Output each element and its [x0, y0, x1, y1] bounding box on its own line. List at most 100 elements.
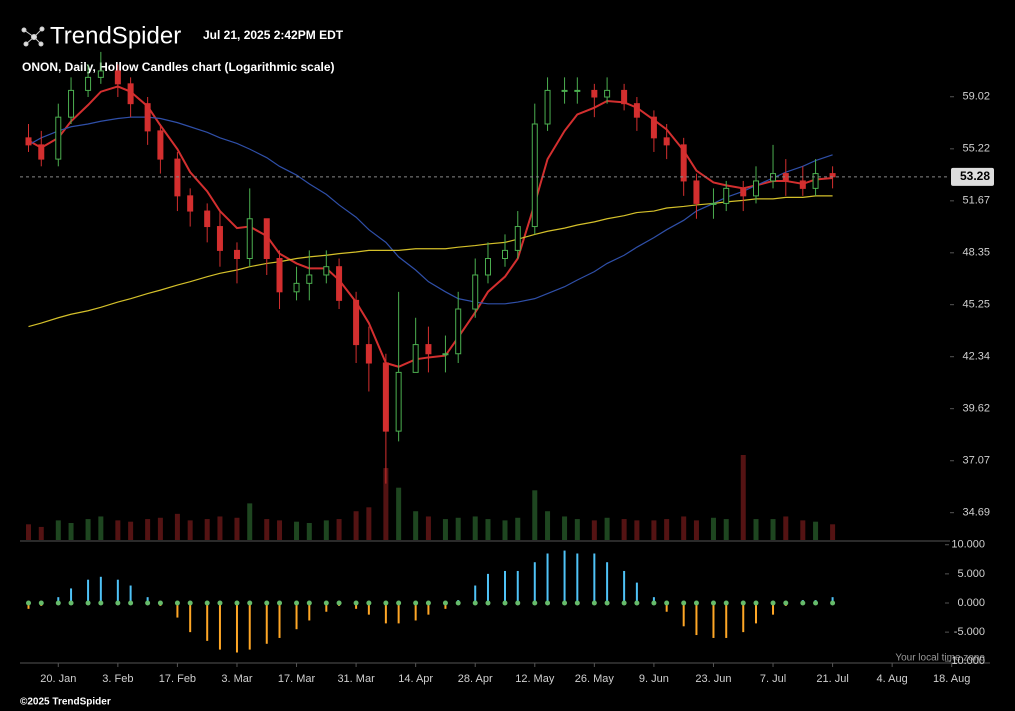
osc-dot — [413, 600, 419, 606]
volume-bar — [545, 511, 551, 540]
volume-bar — [472, 516, 478, 540]
volume-bar — [562, 516, 568, 540]
candle-body — [336, 266, 343, 301]
osc-tick-label: 5.000 — [957, 568, 985, 580]
volume-bar — [591, 520, 597, 540]
volume-bar — [115, 520, 121, 540]
candle-body — [574, 89, 581, 92]
volume-bar — [502, 520, 508, 540]
osc-dot — [145, 600, 151, 606]
candle-body — [157, 130, 164, 160]
osc-dot — [204, 600, 210, 606]
candle-body — [38, 144, 45, 160]
osc-dot — [353, 600, 359, 606]
osc-dot — [783, 600, 789, 606]
candle-body — [246, 218, 253, 260]
y-tick-label: 48.35 — [962, 247, 990, 259]
volume-bar — [442, 519, 448, 540]
osc-dot — [247, 600, 253, 606]
candle-body — [114, 70, 121, 85]
x-tick-label: 23. Jun — [695, 673, 731, 685]
osc-dot — [591, 600, 597, 606]
volume-bar — [264, 519, 270, 540]
volume-bar — [485, 519, 491, 540]
osc-dot — [562, 600, 568, 606]
volume-bar — [515, 517, 521, 540]
x-tick-label: 18. Aug — [933, 673, 970, 685]
osc-dot — [753, 600, 759, 606]
osc-dot — [442, 600, 448, 606]
volume-bar — [323, 520, 329, 540]
osc-dot — [396, 600, 402, 606]
candle-body — [693, 180, 700, 204]
candle-body — [455, 308, 462, 355]
osc-dot — [98, 600, 104, 606]
candle-body — [174, 158, 181, 197]
chart-title: ONON, Daily, Hollow Candles chart (Logar… — [22, 60, 335, 74]
volume-bar — [723, 519, 729, 540]
candle-body — [323, 266, 330, 276]
candle-body — [233, 249, 240, 260]
volume-bar — [217, 516, 223, 540]
osc-dot — [85, 600, 91, 606]
candle-body — [293, 282, 300, 293]
volume-bar — [396, 487, 402, 540]
osc-dot — [710, 600, 716, 606]
candle-body — [55, 116, 62, 160]
osc-dot — [472, 600, 478, 606]
y-tick-label: 39.62 — [962, 403, 990, 415]
candle-body — [561, 89, 568, 92]
candle-body — [514, 226, 521, 251]
osc-dot — [294, 600, 300, 606]
osc-dot — [681, 600, 687, 606]
volume-bar — [813, 521, 819, 540]
candle-body — [144, 103, 151, 132]
volume-bar — [681, 516, 687, 540]
volume-bar — [425, 516, 431, 540]
candle-body — [263, 218, 270, 260]
candle-body — [204, 210, 211, 228]
timestamp: Jul 21, 2025 2:42PM EDT — [203, 28, 344, 42]
candle-body — [276, 258, 283, 293]
osc-dot — [532, 600, 538, 606]
osc-dot — [634, 600, 640, 606]
y-tick-label: 34.69 — [962, 507, 990, 519]
candle-body — [650, 116, 657, 139]
osc-dot — [55, 600, 61, 606]
x-tick-label: 17. Feb — [159, 673, 196, 685]
volume-bar — [634, 520, 640, 540]
osc-dot — [264, 600, 270, 606]
y-tick-label: 55.22 — [962, 143, 990, 155]
volume-bar — [55, 520, 61, 540]
last-price-box — [951, 167, 994, 186]
candle-body — [395, 371, 402, 432]
volume-bar — [234, 517, 240, 540]
candle-body — [753, 180, 760, 197]
candle-body — [621, 89, 628, 105]
candle-body — [484, 258, 491, 276]
osc-dot — [651, 600, 657, 606]
osc-dot — [128, 600, 134, 606]
volume-bar — [740, 455, 746, 540]
volume-bar — [247, 503, 253, 540]
candle-body — [97, 70, 104, 78]
osc-tick-label: 0.000 — [957, 597, 985, 609]
candle-body — [531, 123, 538, 228]
osc-tick-label: 10.000 — [951, 539, 985, 551]
x-tick-label: 12. May — [515, 673, 555, 685]
candle-body — [127, 83, 134, 105]
candle-body — [472, 274, 479, 310]
x-tick-label: 20. Jan — [40, 673, 76, 685]
volume-bar — [830, 524, 836, 540]
volume-bar — [204, 519, 210, 540]
moving-average — [28, 195, 833, 328]
volume-bar — [294, 521, 300, 540]
x-tick-label: 3. Feb — [102, 673, 133, 685]
osc-tick-label: -5.000 — [954, 626, 985, 638]
osc-dot — [366, 600, 372, 606]
y-tick-label: 51.67 — [962, 195, 990, 207]
y-tick-label: 59.02 — [962, 91, 990, 103]
logo-icon — [21, 26, 45, 47]
volume-bar — [710, 517, 716, 540]
volume-bar — [38, 526, 44, 540]
